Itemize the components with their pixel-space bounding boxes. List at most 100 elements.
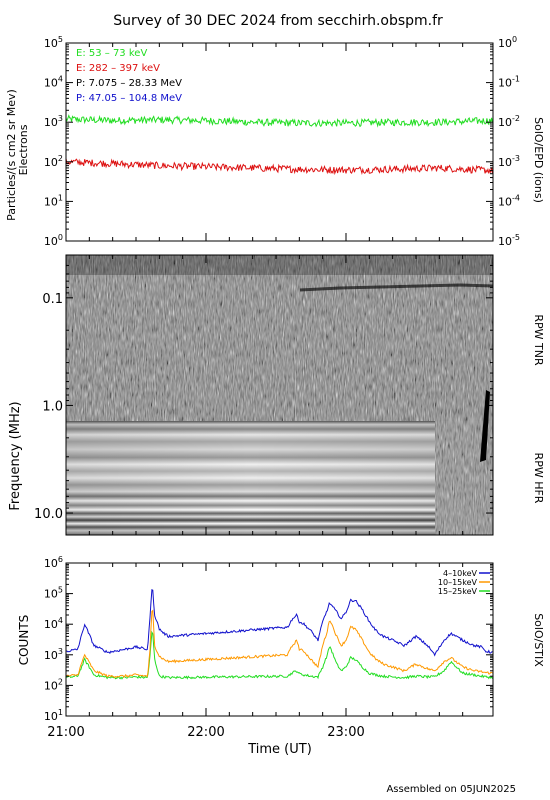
stix-tick-label-base: 10 xyxy=(44,618,58,631)
epd-left-tick-label: 100 xyxy=(44,233,63,248)
stix-tick-label-exp: 5 xyxy=(58,586,63,595)
rpw-tnr-dark-line xyxy=(299,283,494,292)
epd-left-tick-label-exp: 4 xyxy=(58,75,63,84)
stix-tick-label-base: 10 xyxy=(44,649,58,662)
xaxis-label: Time (UT) xyxy=(247,742,312,757)
epd-left-tick-label: 101 xyxy=(44,193,63,208)
time-axis-labels: 21:00 22:00 23:00 xyxy=(47,725,364,740)
epd-right-label: SolO/EPD (ions) xyxy=(532,117,545,203)
rpw-tick-label: 1.0 xyxy=(42,399,63,414)
epd-right-tick-label-exp: -2 xyxy=(512,114,520,123)
epd-legend: E: 53 – 73 keV E: 282 – 397 keV P: 7.075 –… xyxy=(76,48,182,104)
epd-left-tick-label-base: 10 xyxy=(44,195,58,208)
stix-plot-frame xyxy=(65,562,494,717)
stix-ylabel: COUNTS xyxy=(17,615,31,666)
epd-left-tick-label: 102 xyxy=(44,154,63,169)
epd-left-tick-label-base: 10 xyxy=(44,116,58,129)
rpw-tick-label: 10.0 xyxy=(34,507,63,522)
epd-right-tick-label: 10-1 xyxy=(498,75,520,90)
epd-left-tick-label: 105 xyxy=(44,35,63,50)
rpw-hfr-shade xyxy=(66,421,435,535)
stix-right-label: SolO/STIX xyxy=(532,613,545,667)
epd-right-tick-label-base: 10 xyxy=(498,195,512,208)
stix-tick-label-exp: 2 xyxy=(58,677,63,686)
stix-tick-label: 104 xyxy=(44,616,63,631)
epd-right-tick-label-exp: -4 xyxy=(512,193,520,202)
stix-tick-label-exp: 6 xyxy=(58,555,63,564)
assembled-footer: Assembled on 05JUN2025 xyxy=(386,784,516,795)
epd-left-tick-label-base: 10 xyxy=(44,235,58,248)
epd-right-tick-label-exp: -3 xyxy=(512,154,520,163)
epd-right-tick-label: 10-4 xyxy=(498,193,520,208)
epd-left-tick-label: 103 xyxy=(44,114,63,129)
epd-series-0 xyxy=(66,114,493,128)
epd-legend-item: E: 282 – 397 keV xyxy=(76,63,160,74)
time-tick-label: 21:00 xyxy=(47,725,84,740)
rpw-tnr-top-band xyxy=(66,255,493,275)
epd-right-tick-label-base: 10 xyxy=(498,116,512,129)
rpw-tnr-noise xyxy=(66,255,493,421)
epd-left-tick-label-base: 10 xyxy=(44,156,58,169)
stix-legend-item: 15–25keV xyxy=(438,587,478,596)
epd-right-tick-label: 100 xyxy=(498,35,517,50)
rpw-frequency-axis: 0.1 1.0 10.0 xyxy=(34,254,493,522)
epd-ylabel-electrons: Electrons xyxy=(17,124,30,175)
stix-tick-label-base: 10 xyxy=(44,557,58,570)
stix-tick-label: 101 xyxy=(44,708,63,723)
stix-tick-label-exp: 1 xyxy=(58,708,63,717)
epd-right-tick-label-exp: -1 xyxy=(512,75,520,84)
stix-tick-label-base: 10 xyxy=(44,588,58,601)
time-tick-label: 23:00 xyxy=(327,725,364,740)
rpw-hfr-label: RPW HFR xyxy=(532,453,545,504)
stix-legend-item: 4–10keV xyxy=(443,569,478,578)
stix-tick-label-base: 10 xyxy=(44,710,58,723)
epd-right-tick-label-base: 10 xyxy=(498,37,512,50)
stix-tick-label: 106 xyxy=(44,555,63,570)
epd-left-tick-label-exp: 0 xyxy=(58,233,63,242)
epd-right-tick-label-base: 10 xyxy=(498,77,512,90)
stix-tick-label-exp: 3 xyxy=(58,647,63,656)
time-tick-label: 22:00 xyxy=(187,725,224,740)
epd-right-tick-label: 10-5 xyxy=(498,233,520,248)
epd-right-tick-label-exp: 0 xyxy=(512,35,517,44)
rpw-tnr-label: RPW TNR xyxy=(532,314,545,366)
epd-right-tick-label-base: 10 xyxy=(498,156,512,169)
epd-plot-frame xyxy=(65,42,494,242)
stix-series-1 xyxy=(66,609,493,679)
epd-legend-item: P: 7.075 – 28.33 MeV xyxy=(76,78,182,89)
stix-legend-item: 10–15keV xyxy=(438,578,478,587)
stix-tick-label: 105 xyxy=(44,586,63,601)
epd-left-tick-label-base: 10 xyxy=(44,77,58,90)
epd-right-tick-label-base: 10 xyxy=(498,235,512,248)
epd-left-tick-label-exp: 5 xyxy=(58,35,63,44)
stix-tick-label: 103 xyxy=(44,647,63,662)
epd-right-tick-label: 10-3 xyxy=(498,154,520,169)
stix-tick-label-exp: 4 xyxy=(58,616,63,625)
rpw-radio-burst xyxy=(480,390,490,462)
epd-left-tick-label: 104 xyxy=(44,75,63,90)
rpw-tick-label: 0.1 xyxy=(42,292,63,307)
epd-left-tick-label-exp: 2 xyxy=(58,154,63,163)
stix-series-0 xyxy=(66,589,493,657)
epd-right-tick-label-exp: -5 xyxy=(512,233,520,242)
epd-left-tick-label-base: 10 xyxy=(44,37,58,50)
stix-series-2 xyxy=(66,630,493,680)
rpw-ylabel: Frequency (MHz) xyxy=(8,401,23,510)
epd-left-tick-label-exp: 1 xyxy=(58,193,63,202)
epd-ylabel: Particles/(s cm2 sr Mev) xyxy=(5,89,18,221)
epd-legend-item: P: 47.05 – 104.8 MeV xyxy=(76,93,182,104)
epd-series-1 xyxy=(66,158,493,176)
stix-tick-label-base: 10 xyxy=(44,679,58,692)
epd-right-tick-label: 10-2 xyxy=(498,114,520,129)
epd-left-tick-label-exp: 3 xyxy=(58,114,63,123)
figure-title: Survey of 30 DEC 2024 from secchirh.obsp… xyxy=(113,13,443,29)
rpw-panel: 0.1 1.0 10.0 Frequency (MHz) RPW TNR RPW H… xyxy=(8,254,545,536)
stix-tick-label: 102 xyxy=(44,677,63,692)
